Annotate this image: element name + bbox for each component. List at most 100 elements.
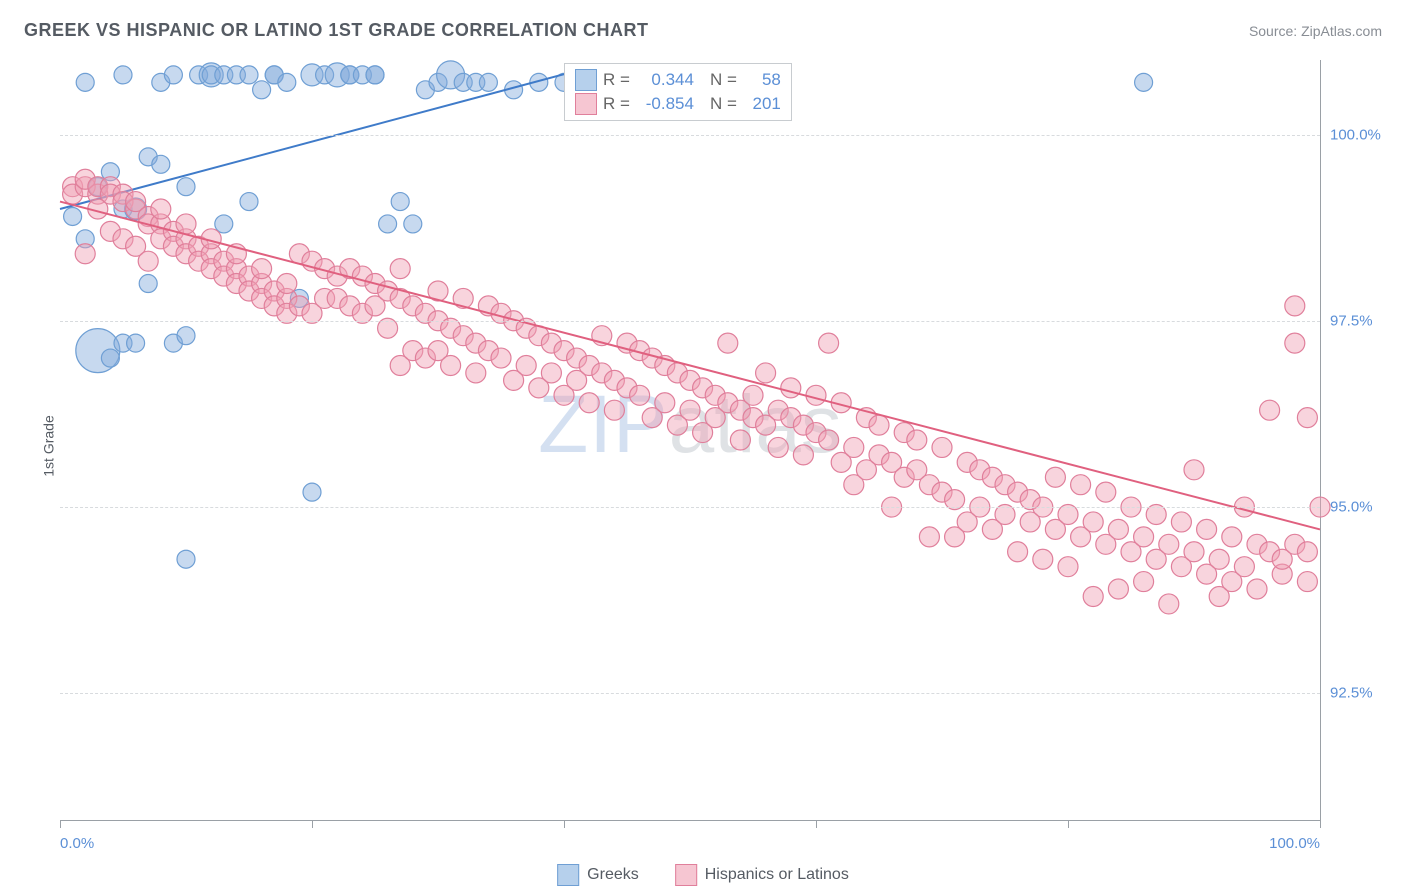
x-tick [1068, 820, 1069, 828]
hispanics-point [756, 363, 776, 383]
gridline [60, 693, 1320, 694]
hispanics-point [1108, 579, 1128, 599]
legend-n-value: 58 [743, 68, 781, 92]
x-tick [816, 820, 817, 828]
hispanics-point [390, 259, 410, 279]
hispanics-point [1134, 527, 1154, 547]
hispanics-point [819, 430, 839, 450]
hispanics-point [1297, 408, 1317, 428]
hispanics-point [819, 333, 839, 353]
hispanics-point [1096, 482, 1116, 502]
x-tick [312, 820, 313, 828]
legend-text: R = [603, 92, 630, 116]
hispanics-point [151, 199, 171, 219]
plot-area: ZIPatlas R =0.344N =58R =-0.854N =201 92… [60, 60, 1321, 821]
greeks-point [177, 550, 195, 568]
legend-label: Hispanics or Latinos [705, 866, 849, 884]
hispanics-point [1285, 296, 1305, 316]
hispanics-point [907, 430, 927, 450]
hispanics-point [604, 400, 624, 420]
greeks-point [164, 66, 182, 84]
hispanics-point [718, 333, 738, 353]
greeks-swatch-icon [557, 864, 579, 886]
hispanics-swatch-icon [575, 93, 597, 115]
hispanics-point [743, 385, 763, 405]
hispanics-point [252, 259, 272, 279]
hispanics-point [1083, 512, 1103, 532]
greeks-point [253, 81, 271, 99]
hispanics-swatch-icon [675, 864, 697, 886]
hispanics-point [579, 393, 599, 413]
hispanics-point [1285, 333, 1305, 353]
gridline [60, 507, 1320, 508]
hispanics-point [138, 251, 158, 271]
hispanics-point [1159, 594, 1179, 614]
greeks-point [76, 73, 94, 91]
chart-header: GREEK VS HISPANIC OR LATINO 1ST GRADE CO… [24, 20, 1382, 41]
hispanics-point [1260, 400, 1280, 420]
legend-r-value: -0.854 [636, 92, 694, 116]
hispanics-point [1171, 512, 1191, 532]
greeks-point [127, 334, 145, 352]
greeks-point [391, 193, 409, 211]
greeks-point [1135, 73, 1153, 91]
y-tick-label: 92.5% [1330, 685, 1390, 702]
hispanics-point [932, 437, 952, 457]
plot-svg [60, 60, 1320, 820]
y-tick-label: 95.0% [1330, 499, 1390, 516]
greeks-point [278, 73, 296, 91]
greeks-point [404, 215, 422, 233]
gridline [60, 135, 1320, 136]
hispanics-point [1033, 549, 1053, 569]
greeks-point [379, 215, 397, 233]
y-tick-label: 97.5% [1330, 312, 1390, 329]
hispanics-point [655, 393, 675, 413]
hispanics-point [1197, 519, 1217, 539]
legend-text: N = [710, 68, 737, 92]
series-legend: Greeks Hispanics or Latinos [557, 864, 849, 886]
greeks-point [114, 66, 132, 84]
hispanics-point [1184, 542, 1204, 562]
hispanics-point [630, 385, 650, 405]
hispanics-point [781, 378, 801, 398]
hispanics-point [768, 437, 788, 457]
hispanics-point [1222, 527, 1242, 547]
greeks-point [215, 215, 233, 233]
y-tick-label: 100.0% [1330, 126, 1390, 143]
hispanics-point [1108, 519, 1128, 539]
hispanics-point [176, 214, 196, 234]
hispanics-point [1058, 557, 1078, 577]
greeks-point [240, 66, 258, 84]
greeks-point [366, 66, 384, 84]
correlation-legend: R =0.344N =58R =-0.854N =201 [564, 63, 792, 121]
x-tick [60, 820, 61, 828]
hispanics-point [1234, 557, 1254, 577]
hispanics-point [1045, 467, 1065, 487]
greeks-trendline [60, 67, 589, 209]
legend-label: Greeks [587, 866, 639, 884]
legend-item: Greeks [557, 864, 639, 886]
greeks-point [240, 193, 258, 211]
legend-row: R =-0.854N =201 [575, 92, 781, 116]
greeks-point [479, 73, 497, 91]
greeks-point [64, 207, 82, 225]
hispanics-point [1184, 460, 1204, 480]
hispanics-point [806, 385, 826, 405]
hispanics-point [277, 274, 297, 294]
hispanics-point [730, 430, 750, 450]
hispanics-point [793, 445, 813, 465]
chart-title: GREEK VS HISPANIC OR LATINO 1ST GRADE CO… [24, 20, 649, 41]
hispanics-point [919, 527, 939, 547]
hispanics-point [1247, 579, 1267, 599]
x-tick-label: 100.0% [1269, 835, 1320, 852]
greeks-point [177, 327, 195, 345]
hispanics-point [466, 363, 486, 383]
legend-r-value: 0.344 [636, 68, 694, 92]
hispanics-point [1297, 572, 1317, 592]
greeks-point [139, 275, 157, 293]
hispanics-point [1209, 549, 1229, 569]
legend-text: N = [710, 92, 737, 116]
hispanics-point [680, 400, 700, 420]
hispanics-point [516, 355, 536, 375]
x-tick [564, 820, 565, 828]
